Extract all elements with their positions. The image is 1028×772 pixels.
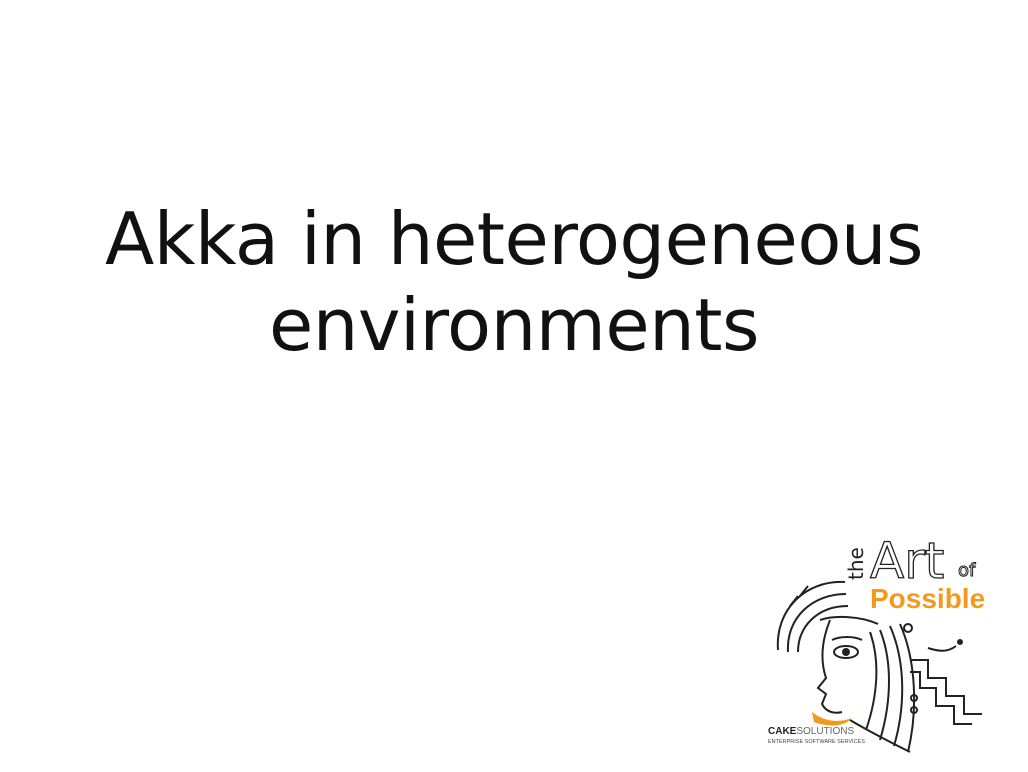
- slide-title: Akka in heterogeneous environments: [0, 196, 1028, 368]
- logo-word-of: of: [958, 560, 976, 581]
- logo-orange-swoosh: [812, 712, 852, 726]
- logo-company-solutions-text: SOLUTIONS: [796, 726, 854, 737]
- slide-title-line-2: environments: [268, 283, 760, 367]
- logo-face-artwork: [776, 580, 982, 753]
- art-of-possible-logo: the Art of Possible: [768, 531, 985, 753]
- logo-word-the: the: [844, 547, 868, 580]
- logo-word-possible: Possible: [870, 583, 985, 614]
- logo-word-art: Art: [870, 532, 944, 590]
- logo-company-tagline: ENTERPRISE SOFTWARE SERVICES: [768, 739, 865, 745]
- slide-title-line-1: Akka in heterogeneous: [104, 197, 924, 281]
- logo-company-cake-text: CAKE: [768, 726, 797, 737]
- logo-company-cake: CAKESOLUTIONS: [768, 726, 854, 737]
